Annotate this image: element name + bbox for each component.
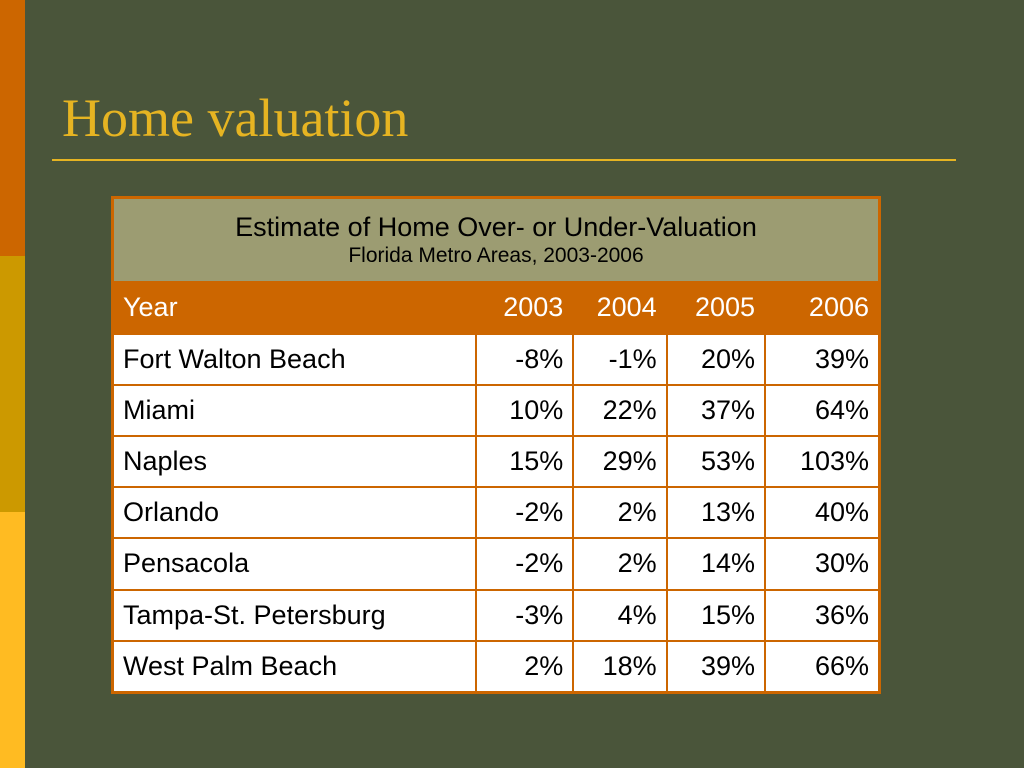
value-cell: 10% — [474, 383, 575, 437]
metro-area-cell: Naples — [111, 434, 477, 489]
value-cell: 15% — [665, 588, 767, 642]
table-row: Pensacola -2% 2% 14% 30% — [111, 537, 881, 591]
table-caption-subtitle: Florida Metro Areas, 2003-2006 — [348, 244, 644, 268]
table-row: West Palm Beach 2% 18% 39% 66% — [111, 639, 881, 694]
table-row: Fort Walton Beach -8% -1% 20% 39% — [111, 332, 881, 386]
table-row: Miami 10% 22% 37% 64% — [111, 383, 881, 437]
value-cell: -2% — [474, 486, 575, 540]
value-cell: 2% — [572, 486, 668, 540]
value-cell: 39% — [665, 639, 767, 694]
header-cell: 2006 — [764, 281, 881, 335]
value-cell: 40% — [764, 486, 881, 540]
slide-title: Home valuation — [62, 88, 409, 148]
valuation-table: Estimate of Home Over- or Under-Valuatio… — [111, 196, 881, 694]
value-cell: 2% — [572, 537, 668, 591]
value-cell: 103% — [764, 434, 881, 489]
header-cell: Year — [111, 281, 477, 335]
metro-area-cell: West Palm Beach — [111, 639, 477, 694]
table-row: Naples 15% 29% 53% 103% — [111, 434, 881, 489]
header-cell: 2003 — [474, 281, 575, 335]
value-cell: 39% — [764, 332, 881, 386]
value-cell: 29% — [572, 434, 668, 489]
header-cell: 2004 — [572, 281, 668, 335]
metro-area-cell: Miami — [111, 383, 477, 437]
metro-area-cell: Fort Walton Beach — [111, 332, 477, 386]
table-row: Orlando -2% 2% 13% 40% — [111, 486, 881, 540]
value-cell: 18% — [572, 639, 668, 694]
metro-area-cell: Pensacola — [111, 537, 477, 591]
header-cell: 2005 — [665, 281, 767, 335]
value-cell: 4% — [572, 588, 668, 642]
value-cell: 53% — [665, 434, 767, 489]
value-cell: -2% — [474, 537, 575, 591]
side-stripe-top — [0, 0, 25, 256]
table-header-row: Year 2003 2004 2005 2006 — [111, 281, 881, 335]
value-cell: -3% — [474, 588, 575, 642]
value-cell: -8% — [474, 332, 575, 386]
value-cell: 20% — [665, 332, 767, 386]
value-cell: 13% — [665, 486, 767, 540]
side-stripe-bottom — [0, 512, 25, 768]
table-caption: Estimate of Home Over- or Under-Valuatio… — [111, 196, 881, 284]
value-cell: 66% — [764, 639, 881, 694]
value-cell: 14% — [665, 537, 767, 591]
metro-area-cell: Orlando — [111, 486, 477, 540]
side-stripe-middle — [0, 256, 25, 512]
title-divider — [52, 159, 956, 161]
value-cell: 15% — [474, 434, 575, 489]
value-cell: 36% — [764, 588, 881, 642]
table-row: Tampa-St. Petersburg -3% 4% 15% 36% — [111, 588, 881, 642]
table-caption-row: Estimate of Home Over- or Under-Valuatio… — [111, 196, 881, 284]
value-cell: 22% — [572, 383, 668, 437]
metro-area-cell: Tampa-St. Petersburg — [111, 588, 477, 642]
table-caption-title: Estimate of Home Over- or Under-Valuatio… — [235, 212, 757, 243]
value-cell: 37% — [665, 383, 767, 437]
value-cell: -1% — [572, 332, 668, 386]
value-cell: 30% — [764, 537, 881, 591]
value-cell: 2% — [474, 639, 575, 694]
value-cell: 64% — [764, 383, 881, 437]
